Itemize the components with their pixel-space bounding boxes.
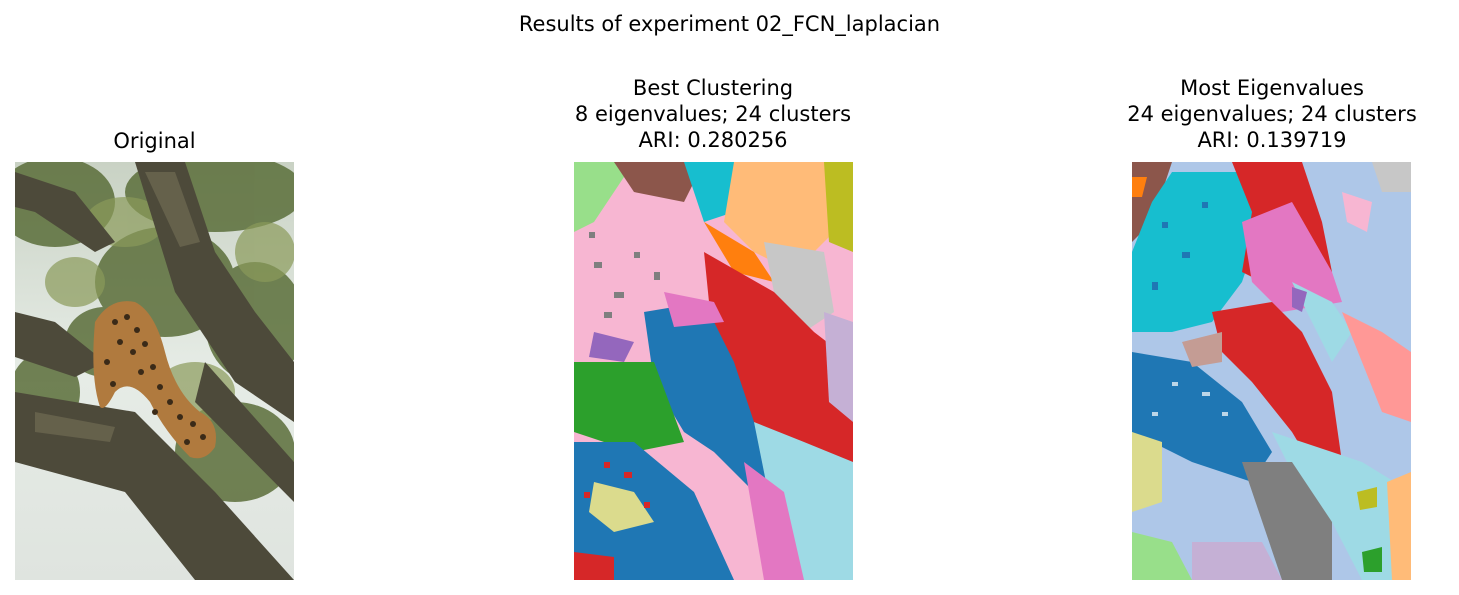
most-eigenvalues-title-line-1: Most Eigenvalues <box>1180 76 1364 100</box>
best-clustering-title-line-1: Best Clustering <box>632 76 794 100</box>
original-image <box>15 162 294 580</box>
most-eigenvalues-segmentation <box>1132 162 1411 580</box>
leopard-photo <box>15 162 294 580</box>
most-eigenvalues-image <box>1132 162 1411 580</box>
most-eigenvalues-title-line-2: 24 eigenvalues; 24 clusters <box>1127 102 1417 126</box>
best-clustering-title: Best Clustering 8 eigenvalues; 24 cluste… <box>513 75 913 153</box>
best-clustering-title-line-2: 8 eigenvalues; 24 clusters <box>574 102 852 126</box>
best-clustering-image <box>574 162 853 580</box>
original-title-line: Original <box>113 129 196 153</box>
figure-title: Results of experiment 02_FCN_laplacian <box>518 12 941 36</box>
most-eigenvalues-title: Most Eigenvalues 24 eigenvalues; 24 clus… <box>1072 75 1459 153</box>
best-clustering-title-line-3: ARI: 0.280256 <box>638 128 788 152</box>
most-eigenvalues-title-line-3: ARI: 0.139719 <box>1197 128 1347 152</box>
original-title: Original <box>15 128 294 154</box>
best-clustering-segmentation <box>574 162 853 580</box>
